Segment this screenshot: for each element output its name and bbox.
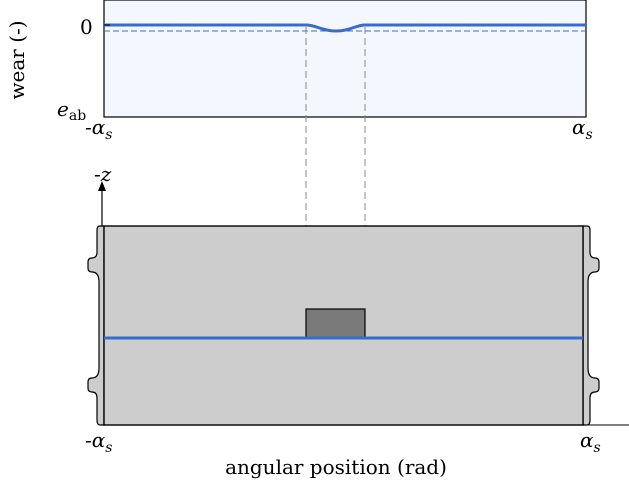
y-tick-zero: 0	[80, 15, 93, 39]
x-tick-right-top: αs	[572, 115, 593, 143]
y-axis-label: wear (-)	[5, 20, 29, 99]
x-tick-left-top: -αs	[85, 115, 112, 143]
y-tick-bottom-main: e	[57, 97, 69, 121]
wear-plot-area	[103, 0, 587, 118]
left-flange	[87, 225, 105, 426]
x-tick-left-bottom-main: -α	[85, 428, 106, 452]
x-tick-right-bottom-sub: s	[594, 440, 601, 456]
x-tick-left-bottom-sub: s	[105, 440, 112, 456]
wear-profile-line	[104, 23, 586, 33]
x-tick-right-top-main: α	[572, 115, 586, 139]
wear-block	[305, 308, 366, 339]
x-tick-right-bottom: αs	[580, 428, 601, 456]
z-axis-arrowhead	[98, 181, 106, 191]
z-axis-label-prefix: -	[94, 162, 101, 186]
right-flange	[582, 225, 600, 426]
x-tick-left-bottom: -αs	[85, 428, 112, 456]
x-axis-label: angular position (rad)	[225, 455, 447, 479]
y-tick-bottom-sub: ab	[69, 108, 86, 124]
y-tick-bottom: eab	[57, 97, 86, 124]
x-tick-left-top-main: -α	[85, 115, 106, 139]
wear-plot: wear (-) 0 eab -αs αs	[5, 0, 593, 143]
z-axis-label-var: z	[100, 162, 112, 186]
body-section: -z -αs αs angular position (rad)	[85, 162, 629, 479]
x-tick-right-top-sub: s	[586, 127, 593, 143]
x-tick-left-top-sub: s	[105, 127, 112, 143]
x-tick-right-bottom-main: α	[580, 428, 594, 452]
z-axis-label: -z	[94, 162, 112, 186]
